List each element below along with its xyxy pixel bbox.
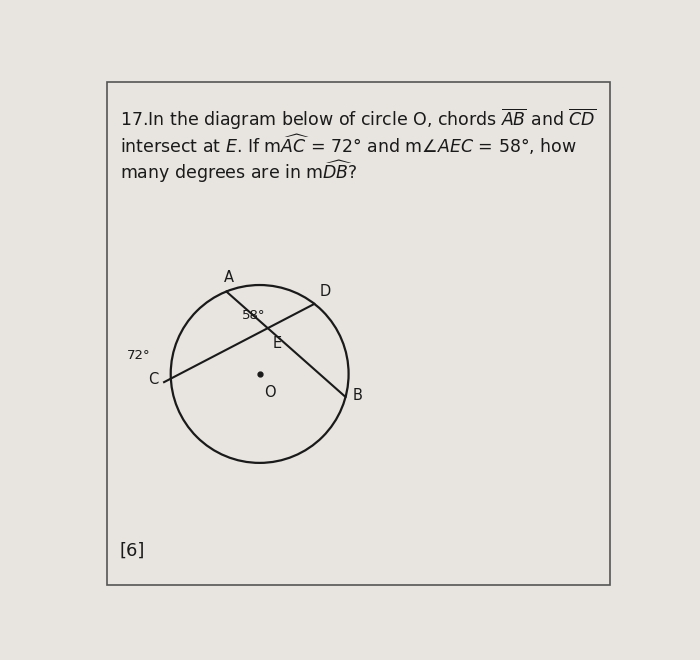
Text: B: B (352, 389, 362, 403)
Text: [6]: [6] (120, 541, 146, 560)
Text: O: O (264, 385, 275, 400)
Text: E: E (273, 336, 282, 350)
Text: C: C (148, 372, 158, 387)
Text: intersect at $E$. If m$\widehat{AC}$ = 72° and m$\angle$$AEC$ = 58°, how: intersect at $E$. If m$\widehat{AC}$ = 7… (120, 133, 577, 157)
Text: 58°: 58° (241, 309, 265, 322)
Text: many degrees are in m$\widehat{DB}$?: many degrees are in m$\widehat{DB}$? (120, 158, 358, 185)
Text: A: A (224, 270, 234, 285)
Text: 72°: 72° (127, 349, 150, 362)
Text: 17.In the diagram below of circle O, chords $\overline{AB}$ and $\overline{CD}$: 17.In the diagram below of circle O, cho… (120, 107, 596, 133)
Text: D: D (319, 284, 330, 299)
